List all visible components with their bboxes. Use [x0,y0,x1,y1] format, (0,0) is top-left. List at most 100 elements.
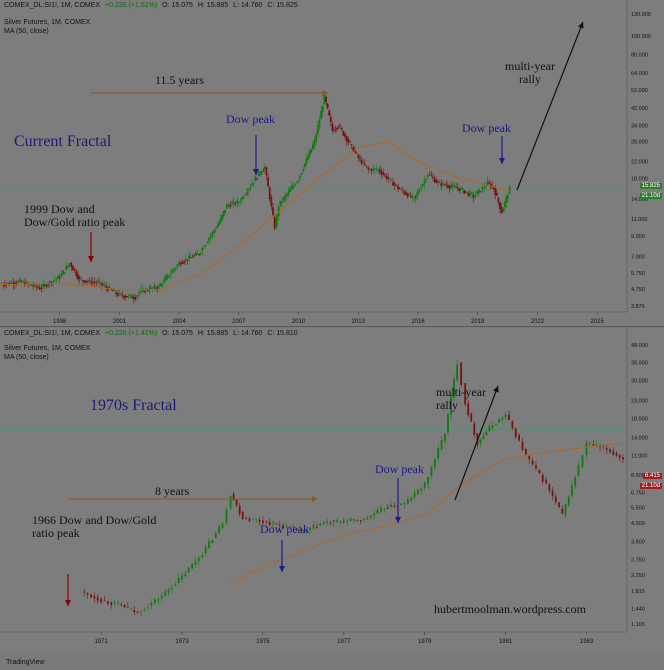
chart-canvas-current[interactable]: 130.000 100.000 80.000 64.000 52.000 42.000 34… [0,0,664,326]
candle-body [488,425,491,432]
chart-canvas-1970s[interactable]: 48.000 38.000 30.000 23.000 18.000 14.000 11.0… [0,328,664,654]
candle-body [377,169,380,170]
candle-body [184,573,187,577]
website-label: hubertmoolman.wordpress.com [434,602,586,616]
candle-body [364,163,366,165]
tradingview-logo[interactable]: TradingView [6,659,45,666]
candle-body [464,383,467,405]
candle-body [158,285,161,287]
dow-peak-arrow-2-head [499,158,505,164]
candle-body [179,262,182,265]
candle-body [87,280,89,282]
candle-body [365,165,368,167]
chart-panel-current[interactable]: 130.000 100.000 80.000 64.000 52.000 42.000 34… [0,0,664,327]
candle-body [258,520,261,522]
chart-panel-1970s[interactable]: 48.000 38.000 30.000 23.000 18.000 14.000 11.0… [0,328,664,654]
candle-body [68,262,71,266]
candle-body [299,175,302,179]
candle-body [63,271,66,273]
candle-body [123,605,126,608]
candle-body [528,455,531,460]
candle-body [369,515,372,518]
y-tick-label: 28.000 [631,140,648,146]
candle-body [313,140,316,146]
candle-body [247,189,250,191]
y-tick-label: 23.000 [631,398,648,404]
candle-body [472,195,475,198]
candle-body [615,453,618,456]
candle-body [251,518,254,520]
low-label: L: 14.760 [233,2,263,9]
change-label: +0.235 (+1.51%) [105,2,158,9]
candle-body [545,479,547,484]
candle-body [448,185,451,189]
candle-body [77,274,79,280]
candle-body [259,173,262,175]
candle-body [67,265,69,268]
candle-body [147,607,149,609]
candle-body [473,423,476,436]
candle-body [121,295,124,297]
origin-arrow-head [88,256,94,262]
candle-body [433,178,436,183]
candle-body [464,191,467,193]
candle-body [140,612,142,614]
candle-body [42,283,45,288]
candle-body [111,290,114,292]
candle-body [244,194,247,196]
candle-body [437,181,439,183]
candle-body [284,195,287,199]
candle-body [494,188,497,196]
candle-body [174,584,177,587]
candle-body [73,268,76,271]
candle-body [499,202,501,210]
candle-body [398,188,401,190]
candle-body [485,431,488,436]
candle-body [456,187,459,189]
candle-body [260,172,263,174]
candle-body [187,567,190,573]
candle-body [366,517,369,520]
candle-body [353,519,355,521]
candle-body [325,96,327,103]
candle-body [17,280,20,282]
last-price-tag: 6.415 [642,473,662,479]
candle-body [491,425,494,428]
candle-body [256,178,259,180]
candle-body [505,196,508,203]
candle-body [80,279,83,280]
candle-body [38,287,41,290]
dow-peak-label-2: Dow peak [375,462,424,476]
candle-body [483,187,486,188]
candle-body [238,505,241,514]
y-tick-label: 3.500 [631,540,645,546]
candle-body [316,125,319,135]
candle-body [558,502,560,508]
candle-body [352,147,355,152]
series-name: Silver Futures, 1M, COMEX [4,19,91,26]
candle-body [413,197,415,199]
y-tick-label: 42.000 [631,106,648,112]
candle-body [368,169,371,170]
candle-body [177,578,180,583]
candle-body [386,507,389,509]
y-tick-label: 18.000 [631,417,648,423]
candle-body [167,589,170,593]
candle-body [383,508,386,510]
candle-body [257,171,260,177]
candle-body [82,280,84,282]
candle-body [123,295,126,298]
candle-body [93,595,96,599]
y-tick-label: 48.000 [631,343,648,349]
candle-body [278,524,281,526]
candle-body [390,179,393,181]
dow-peak-label-1: Dow peak [260,522,309,536]
candle-body [413,492,416,498]
candle-body [300,172,303,175]
candle-body [160,595,163,599]
candle-body [427,476,430,485]
candle-body [326,521,328,523]
candle-body [65,265,68,270]
candle-body [279,200,282,206]
candle-body [340,128,343,130]
